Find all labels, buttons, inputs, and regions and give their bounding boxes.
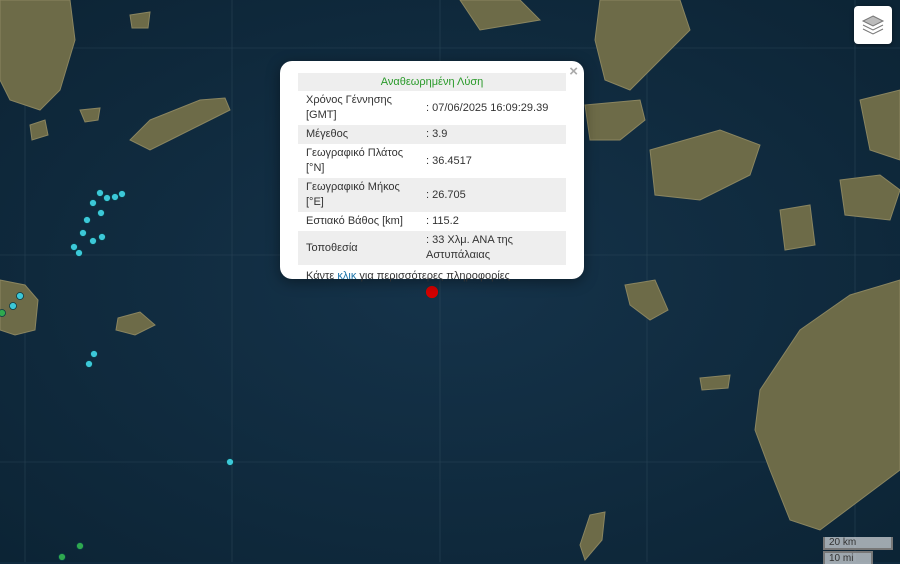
more-info-text: Κάντε κλικ για περισσότερες πληροφορίες <box>298 265 566 286</box>
more-prefix: Κάντε <box>306 270 338 282</box>
earthquake-marker[interactable] <box>70 243 78 251</box>
selected-earthquake-marker[interactable] <box>425 285 439 299</box>
layers-icon <box>861 15 885 35</box>
scale-mi: 10 mi <box>823 551 873 564</box>
earthquake-marker[interactable] <box>111 193 119 201</box>
earthquake-marker[interactable] <box>16 292 24 300</box>
longitude-value: : 26.705 <box>418 178 566 212</box>
time-value: : 07/06/2025 16:09:29.39 <box>426 101 549 114</box>
earthquake-marker[interactable] <box>75 249 83 257</box>
earthquake-marker[interactable] <box>0 309 6 317</box>
longitude-label: Γεωγραφικό Μήκος [°E] <box>298 178 418 212</box>
depth-value: : 115.2 <box>426 215 459 227</box>
more-suffix: για περισσότερες πληροφορίες <box>356 270 510 282</box>
earthquake-info-popup: × Αναθεωρημένη Λύση Χρόνος Γέννησης [GMT… <box>280 61 584 282</box>
solution-title: Αναθεωρημένη Λύση <box>298 73 566 91</box>
magnitude-value: : 3.9 <box>418 125 566 144</box>
earthquake-marker[interactable] <box>103 194 111 202</box>
earthquake-marker[interactable] <box>58 553 66 561</box>
location-value: : 33 Χλμ. ΑΝΑ της Αστυπάλαιας <box>418 231 566 265</box>
magnitude-label: Μέγεθος <box>298 125 418 144</box>
depth-label: Εστιακό Βάθος [km] <box>306 215 403 227</box>
earthquake-marker[interactable] <box>89 237 97 245</box>
earthquake-marker[interactable] <box>85 360 93 368</box>
earthquake-marker[interactable] <box>97 209 105 217</box>
location-label: Τοποθεσία <box>298 231 418 265</box>
earthquake-marker[interactable] <box>98 233 106 241</box>
earthquake-marker[interactable] <box>90 350 98 358</box>
more-info-link[interactable]: κλικ <box>337 270 357 282</box>
latitude-value: : 36.4517 <box>426 154 472 167</box>
earthquake-marker[interactable] <box>83 216 91 224</box>
layers-control-button[interactable] <box>854 6 892 44</box>
time-label: Χρόνος Γέννησης [GMT] <box>306 94 392 121</box>
earthquake-marker[interactable] <box>9 302 17 310</box>
popup-close-button[interactable]: × <box>569 63 578 80</box>
earthquake-marker[interactable] <box>96 189 104 197</box>
earthquake-marker[interactable] <box>118 190 126 198</box>
latitude-label: Γεωγραφικό Πλάτος [°N] <box>306 147 404 174</box>
earthquake-details-table: Αναθεωρημένη Λύση Χρόνος Γέννησης [GMT]:… <box>298 73 566 286</box>
earthquake-marker[interactable] <box>79 229 87 237</box>
earthquake-marker[interactable] <box>76 542 84 550</box>
earthquake-marker[interactable] <box>226 458 234 466</box>
earthquake-marker[interactable] <box>89 199 97 207</box>
scale-km: 20 km <box>823 537 893 550</box>
